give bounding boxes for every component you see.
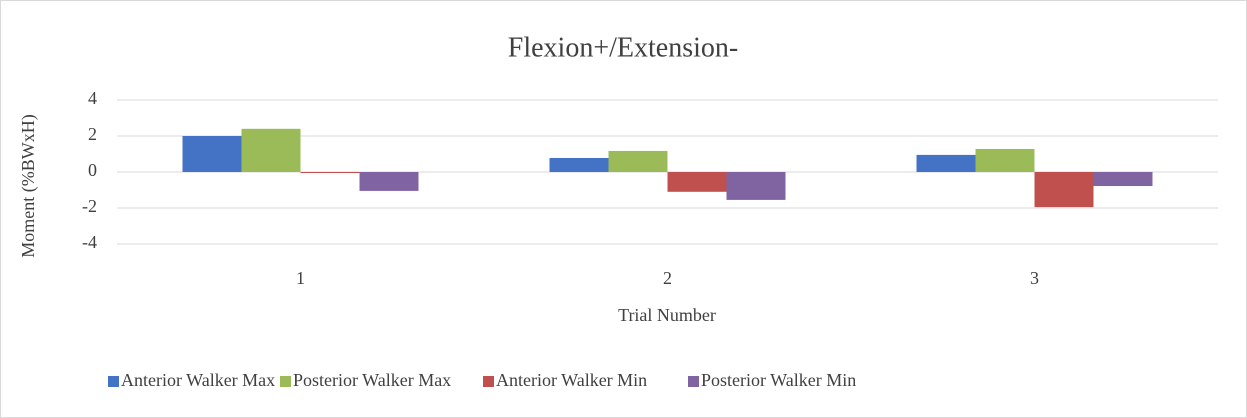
- x-tick-label: 3: [1030, 268, 1039, 288]
- y-tick-label: 0: [88, 160, 97, 180]
- y-axis-title: Moment (%BWxH): [18, 114, 39, 257]
- y-tick-label: -2: [82, 196, 97, 216]
- y-tick-label: 2: [88, 124, 97, 144]
- bar: [608, 150, 668, 172]
- bar: [549, 157, 609, 172]
- legend-swatch: [108, 376, 119, 387]
- legend-label: Anterior Walker Min: [496, 370, 647, 390]
- bar: [359, 172, 419, 191]
- legend-swatch: [280, 376, 291, 387]
- bar: [916, 154, 976, 172]
- legend-label: Posterior Walker Min: [701, 370, 856, 390]
- y-tick-label: -4: [82, 232, 97, 252]
- x-tick-label: 2: [663, 268, 672, 288]
- x-axis-title: Trial Number: [618, 305, 716, 325]
- bar: [182, 136, 242, 172]
- y-tick-label: 4: [88, 88, 97, 108]
- chart-title: Flexion+/Extension-: [508, 32, 738, 63]
- legend-label: Posterior Walker Max: [293, 370, 451, 390]
- legend-label: Anterior Walker Max: [121, 370, 275, 390]
- bar: [241, 128, 301, 172]
- bar: [975, 148, 1035, 172]
- bar: [667, 172, 727, 192]
- legend-swatch: [688, 376, 699, 387]
- bar: [1093, 172, 1153, 187]
- legend-swatch: [483, 376, 494, 387]
- bar: [300, 172, 360, 173]
- bar: [726, 172, 786, 200]
- bar: [1034, 172, 1094, 208]
- x-tick-label: 1: [296, 268, 305, 288]
